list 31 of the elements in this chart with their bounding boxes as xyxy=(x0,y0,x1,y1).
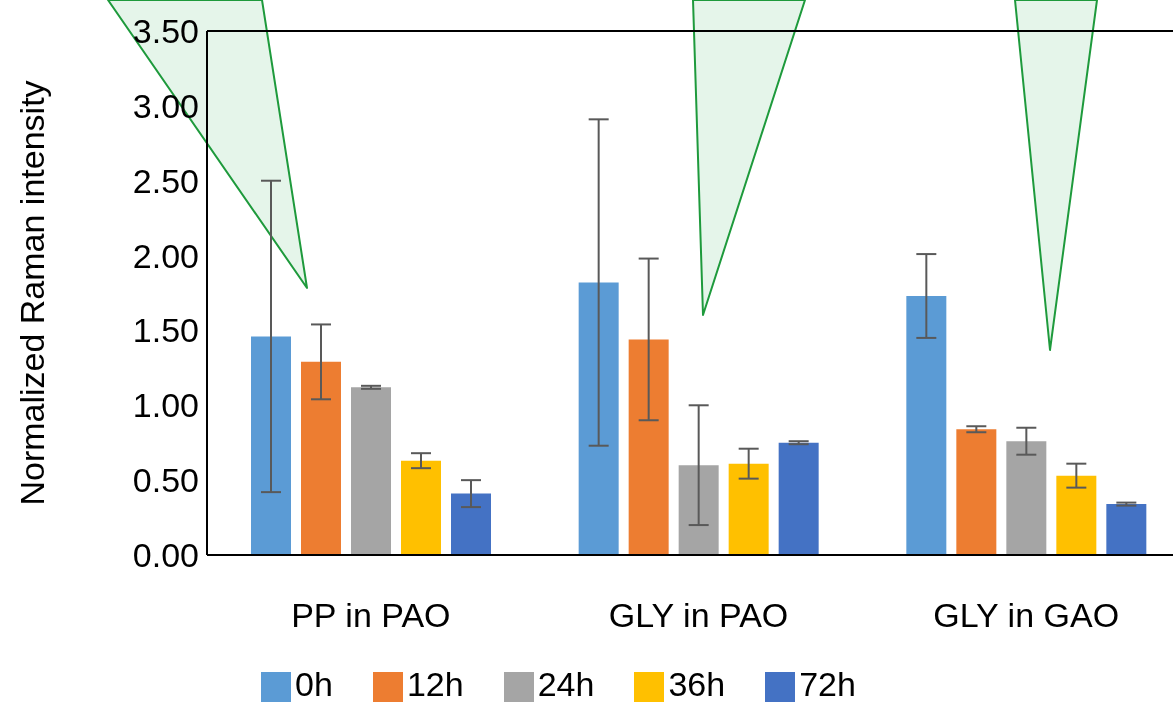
y-axis-title: Normalized Raman intensity xyxy=(13,80,52,506)
legend-label: 72h xyxy=(799,665,856,703)
legend-label: 36h xyxy=(668,665,726,703)
y-tick-label: 2.50 xyxy=(132,161,199,200)
bar xyxy=(351,387,391,555)
y-tick-label: 1.00 xyxy=(132,386,199,425)
y-tick-label: 2.00 xyxy=(132,236,199,275)
bar xyxy=(956,429,997,555)
bar xyxy=(1106,504,1147,555)
bar xyxy=(451,493,491,555)
bar xyxy=(251,336,291,555)
bar xyxy=(628,339,669,555)
legend-label: 0h xyxy=(295,665,333,703)
bar xyxy=(906,295,947,555)
bar xyxy=(728,463,769,555)
bar xyxy=(578,282,619,555)
x-tick-label: GLY in GAO xyxy=(933,596,1120,635)
bar xyxy=(678,465,719,555)
legend-label: 24h xyxy=(537,665,595,703)
legend-label: 12h xyxy=(406,665,464,703)
x-tick-label: PP in PAO xyxy=(291,596,451,635)
y-tick-label: 0.00 xyxy=(132,536,199,575)
bar xyxy=(401,460,441,555)
x-tick-label: GLY in PAO xyxy=(608,596,789,635)
y-tick-label: 1.50 xyxy=(132,311,199,350)
y-tick-label: 3.50 xyxy=(132,12,199,51)
bar xyxy=(778,442,819,555)
y-tick-label: 0.50 xyxy=(132,461,199,500)
bar xyxy=(1006,441,1047,555)
bar xyxy=(1056,475,1097,555)
bar xyxy=(301,361,341,555)
